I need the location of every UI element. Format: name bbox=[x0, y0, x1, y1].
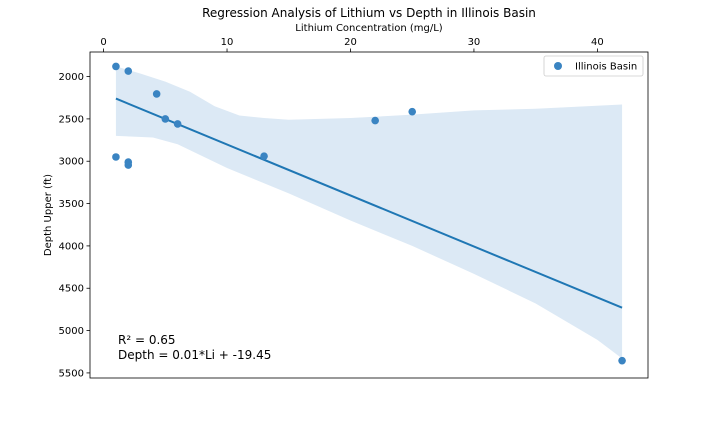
r-squared-annotation: R² = 0.65 bbox=[118, 333, 176, 347]
x-tick-label: 10 bbox=[221, 37, 234, 48]
x-axis-label: Lithium Concentration (mg/L) bbox=[295, 23, 442, 34]
x-tick-label: 40 bbox=[591, 37, 604, 48]
y-tick-label: 4000 bbox=[59, 241, 84, 252]
equation-annotation: Depth = 0.01*Li + -19.45 bbox=[118, 348, 271, 362]
plot-area bbox=[89, 51, 649, 379]
y-tick-label: 2000 bbox=[59, 72, 84, 83]
data-point bbox=[112, 153, 120, 161]
data-point bbox=[112, 62, 120, 71]
confidence-band bbox=[115, 66, 623, 359]
y-tick-label: 3500 bbox=[59, 199, 84, 210]
x-axis-ticks: 0 10 20 30 40 bbox=[100, 37, 604, 52]
y-tick-label: 4500 bbox=[59, 284, 84, 295]
legend-label: Illinois Basin bbox=[575, 62, 637, 73]
legend-box bbox=[543, 55, 644, 77]
y-axis-label: Depth Upper (ft) bbox=[43, 174, 54, 256]
data-point bbox=[152, 90, 161, 98]
y-tick-label: 3000 bbox=[59, 157, 84, 168]
y-tick-label: 5500 bbox=[59, 368, 84, 379]
data-point bbox=[408, 107, 417, 116]
data-point bbox=[124, 67, 133, 75]
data-point bbox=[618, 356, 626, 365]
data-point bbox=[161, 115, 170, 123]
data-point bbox=[173, 120, 182, 128]
x-tick-label: 0 bbox=[100, 37, 106, 48]
legend: Illinois Basin bbox=[543, 55, 644, 77]
y-axis-ticks: 2000 2500 3000 3500 4000 4500 5000 5500 bbox=[59, 72, 90, 379]
y-tick-label: 2500 bbox=[59, 114, 84, 125]
x-tick-label: 20 bbox=[344, 37, 357, 48]
legend-marker bbox=[554, 62, 562, 70]
regression-line bbox=[115, 97, 623, 309]
plot-frame bbox=[89, 51, 649, 379]
x-tick-label: 30 bbox=[468, 37, 481, 48]
data-point bbox=[124, 161, 133, 169]
chart-title: Regression Analysis of Lithium vs Depth … bbox=[202, 6, 536, 20]
y-tick-label: 5000 bbox=[59, 326, 84, 337]
data-point bbox=[260, 152, 268, 160]
data-point bbox=[371, 116, 379, 125]
